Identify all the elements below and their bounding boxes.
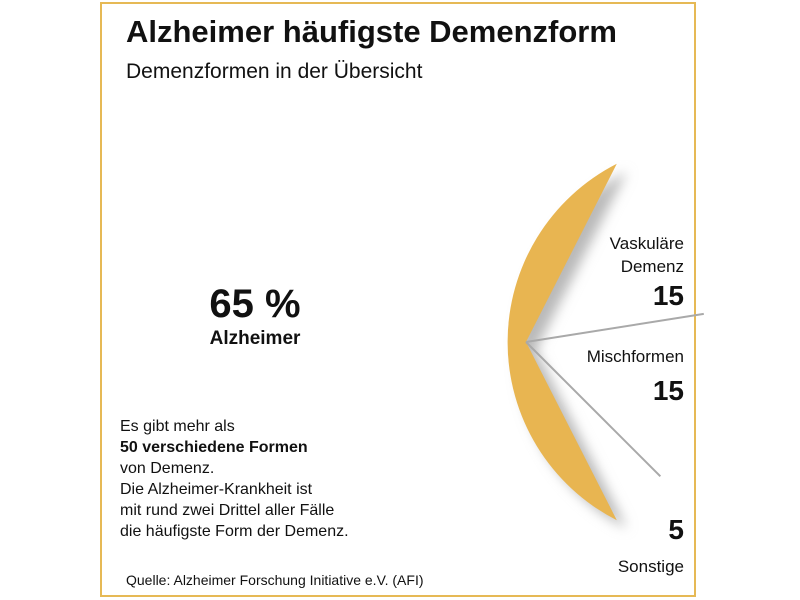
source-note: Quelle: Alzheimer Forschung Initiative e… bbox=[126, 572, 424, 588]
chart-subtitle: Demenzformen in der Übersicht bbox=[126, 60, 423, 83]
slice-value-alzheimer: 65 % bbox=[209, 282, 301, 326]
slice-divider-line bbox=[525, 341, 662, 478]
slice-value-mischformen: 15 bbox=[652, 375, 684, 406]
note-line-emphasis: 50 verschiedene Formen bbox=[120, 439, 308, 456]
note-line: Es gibt mehr als bbox=[120, 418, 235, 435]
slice-label-vaskulaere-demenz: Vaskuläre Demenz bbox=[610, 232, 684, 278]
slice-label-vaskulaere-line1: Vaskuläre bbox=[609, 234, 684, 253]
slice-value-sonstige: 5 bbox=[668, 514, 684, 545]
note-line: mit rund zwei Drittel aller Fälle bbox=[120, 502, 335, 519]
info-note: Es gibt mehr als 50 verschiedene Formen … bbox=[120, 416, 349, 542]
chart-title: Alzheimer häufigste Demenzform bbox=[126, 14, 617, 49]
slice-label-sonstige: Sonstige bbox=[617, 557, 684, 576]
slice-value-vaskulaere-demenz: 15 bbox=[652, 280, 684, 311]
slice-divider-line bbox=[525, 312, 704, 343]
note-line: von Demenz. bbox=[120, 460, 215, 477]
note-line: die häufigste Form der Demenz. bbox=[120, 523, 349, 540]
slice-label-alzheimer: Alzheimer bbox=[209, 328, 301, 349]
chart-frame bbox=[100, 2, 696, 597]
pie-slice-alzheimer bbox=[507, 163, 617, 521]
slice-label-vaskulaere-line2: Demenz bbox=[620, 257, 684, 276]
slice-label-mischformen: Mischformen bbox=[586, 347, 684, 366]
note-line: Die Alzheimer-Krankheit ist bbox=[120, 481, 313, 498]
